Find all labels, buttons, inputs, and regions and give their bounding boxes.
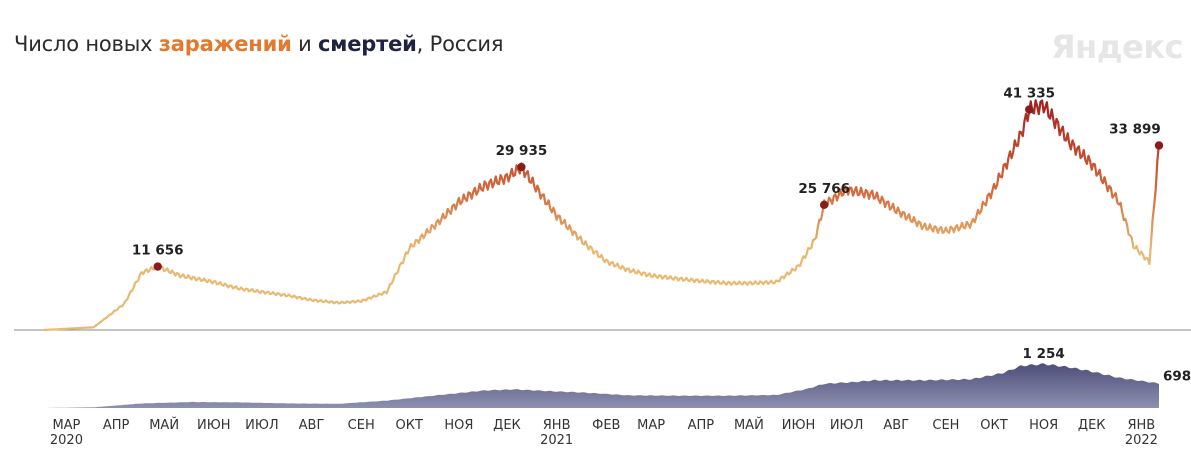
x-tick-label: ИЮН (197, 418, 231, 433)
x-tick-year: 2022 (1125, 433, 1158, 448)
x-tick-label: ДЕК (1078, 418, 1106, 433)
infections-line-layer (43, 99, 1161, 332)
x-tick-year: 2021 (540, 433, 573, 448)
chart-title: Число новых заражений и смертей, Россия (14, 32, 504, 56)
infections-line (43, 99, 1161, 332)
infection-peak-label: 41 335 (1003, 86, 1055, 102)
x-tick-year: 2020 (50, 433, 83, 448)
x-tick-label: ОКТ (980, 418, 1007, 433)
x-tick-label: СЕН (932, 418, 959, 433)
x-tick-label: МАР (637, 418, 665, 433)
infection-peak-label: 29 935 (496, 143, 548, 159)
deaths-area (44, 363, 1159, 408)
x-tick-label: НОЯ (1029, 418, 1058, 433)
x-tick-label: ЯНВ (543, 418, 571, 433)
annotations-layer: 11 656 29 935 25 766 41 335 33 899 1 254 698 (132, 86, 1191, 385)
x-tick-label: ИЮЛ (245, 418, 279, 433)
title-deaths: смертей (318, 32, 417, 56)
title-infections: заражений (158, 32, 292, 56)
infection-peak-dot (1154, 141, 1164, 150)
x-tick-label: ИЮЛ (830, 418, 864, 433)
yandex-logo: Яндекс (1051, 28, 1183, 66)
title-suffix: , Россия (416, 32, 504, 56)
deaths-peak-label: 698 (1163, 369, 1191, 385)
infection-peak-dot (1025, 105, 1034, 114)
x-tick-label: МАЙ (734, 417, 764, 433)
x-tick-label: АПР (103, 418, 130, 433)
infection-peak-dot (153, 262, 162, 271)
x-tick-label: СЕН (348, 418, 375, 433)
x-tick-label: АВГ (299, 418, 325, 433)
x-tick-label: АВГ (883, 418, 909, 433)
x-tick-label: МАЙ (149, 417, 179, 433)
x-tick-label: ФЕВ (592, 418, 620, 433)
infection-peak-label: 11 656 (132, 243, 184, 259)
title-middle: и (291, 32, 319, 56)
x-tick-label: МАР (52, 418, 80, 433)
x-tick-label: ЯНВ (1128, 418, 1156, 433)
infection-peak-dot (517, 162, 526, 172)
deaths-area-layer (44, 363, 1159, 408)
x-tick-label: АПР (688, 418, 715, 433)
infection-peak-label: 25 766 (798, 181, 850, 197)
x-tick-label: ОКТ (396, 418, 423, 433)
x-tick-label: ИЮН (782, 418, 816, 433)
infection-peak-dot (819, 200, 829, 210)
title-prefix: Число новых (14, 32, 159, 56)
infection-peak-label: 33 899 (1109, 121, 1161, 137)
deaths-peak-label: 1 254 (1023, 346, 1065, 362)
x-tick-label: НОЯ (444, 418, 473, 433)
x-tick-label: ДЕК (493, 418, 521, 433)
